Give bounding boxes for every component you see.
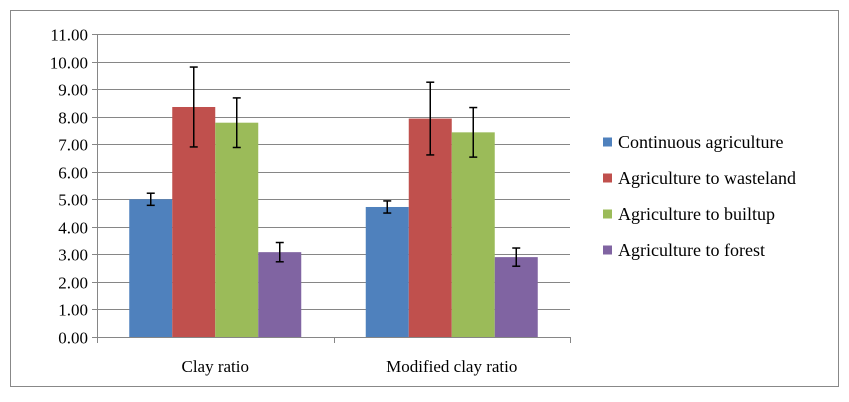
legend-item: Agriculture to wasteland xyxy=(603,168,796,188)
y-tick-label: 2.00 xyxy=(58,274,88,293)
y-tick-label: 3.00 xyxy=(58,246,88,265)
bar xyxy=(258,252,302,337)
legend-item: Continuous agriculture xyxy=(603,132,783,152)
legend-label: Continuous agriculture xyxy=(618,132,783,152)
legend-label: Agriculture to builtup xyxy=(618,204,775,224)
legend-swatch xyxy=(603,245,612,255)
legend-label: Agriculture to forest xyxy=(618,240,765,260)
category-label: Clay ratio xyxy=(181,357,249,376)
legend-label: Agriculture to wasteland xyxy=(618,168,796,188)
bar xyxy=(451,132,495,337)
bar xyxy=(215,122,259,337)
y-tick-label: 6.00 xyxy=(58,164,88,183)
legend-item: Agriculture to forest xyxy=(603,240,765,260)
y-tick-label: 1.00 xyxy=(58,301,88,320)
y-tick-label: 4.00 xyxy=(58,219,88,238)
axes xyxy=(92,34,571,343)
y-tick-label: 9.00 xyxy=(58,81,88,100)
y-tick-label: 5.00 xyxy=(58,191,88,210)
legend-swatch xyxy=(603,137,612,147)
y-tick-label: 0.00 xyxy=(58,329,88,348)
bar xyxy=(129,199,173,337)
bar xyxy=(365,206,409,337)
legend-swatch xyxy=(603,173,612,183)
axis-labels: 0.00 1.00 2.00 3.00 4.00 5.00 6.00 7.00 8.00 9.00… xyxy=(50,26,518,377)
bar xyxy=(494,257,538,337)
y-tick-label: 10.00 xyxy=(50,54,88,73)
legend-swatch xyxy=(603,209,612,219)
error-bars xyxy=(146,66,521,267)
category-label: Modified clay ratio xyxy=(386,357,517,376)
y-tick-label: 8.00 xyxy=(58,109,88,128)
legend: Continuous agriculture Agriculture to was… xyxy=(603,132,796,260)
y-tick-label: 11.00 xyxy=(50,26,88,45)
legend-item: Agriculture to builtup xyxy=(603,204,775,224)
y-tick-label: 7.00 xyxy=(58,136,88,155)
